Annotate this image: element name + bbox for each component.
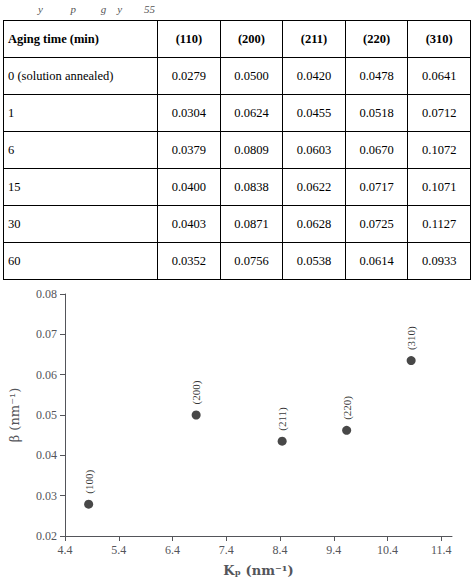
svg-text:(211): (211) [276, 407, 289, 431]
html-text:30: 30 [8, 216, 21, 231]
svg-text:(200): (200) [190, 380, 203, 404]
svg-text:(100): (100) [83, 469, 96, 493]
html-text:60: 60 [8, 253, 21, 268]
html-text:0.0641: 0.0641 [422, 68, 457, 83]
html-text:0.0518: 0.0518 [359, 105, 394, 120]
html-text:0.0871: 0.0871 [234, 216, 269, 231]
html-text:1: 1 [8, 105, 15, 120]
html-text:(200): (200) [237, 31, 265, 46]
html-text:0.0838: 0.0838 [234, 179, 269, 194]
svg-text:0.08: 0.08 [36, 287, 57, 301]
html-text:0.0400: 0.0400 [171, 179, 207, 194]
html-text:0.0712: 0.0712 [422, 105, 457, 120]
html-text:0.0670: 0.0670 [359, 142, 394, 157]
html-text:(211): (211) [300, 31, 328, 46]
html-text:0.0756: 0.0756 [234, 253, 269, 268]
svg-text:11.4: 11.4 [431, 543, 452, 557]
html-text:Aging time (min): Aging time (min) [8, 31, 99, 46]
html-text:0.0478: 0.0478 [359, 68, 394, 83]
html-text:0.0614: 0.0614 [359, 253, 394, 268]
html-text:0.1071: 0.1071 [422, 179, 457, 194]
svg-text:0.07: 0.07 [36, 327, 57, 341]
html-text:0.0500: 0.0500 [234, 68, 269, 83]
html-text:0.0624: 0.0624 [234, 105, 269, 120]
svg-text:Kₚ (nm⁻¹): Kₚ (nm⁻¹) [223, 563, 293, 578]
html-text:0.0279: 0.0279 [171, 68, 207, 83]
svg-text:5.4: 5.4 [111, 543, 126, 557]
svg-text:(310): (310) [405, 326, 418, 350]
html-text:(220): (220) [363, 31, 391, 46]
svg-text:0.04: 0.04 [36, 448, 57, 462]
html-text:0.0725: 0.0725 [359, 216, 394, 231]
html-text:0.0809: 0.0809 [234, 142, 269, 157]
html-text:(110): (110) [175, 31, 203, 46]
html-text:0.1127: 0.1127 [422, 216, 457, 231]
svg-text:β (nm⁻¹): β (nm⁻¹) [7, 388, 22, 443]
svg-text:7.4: 7.4 [219, 543, 234, 557]
html-text:0.0933: 0.0933 [422, 253, 457, 268]
svg-text:4.4: 4.4 [58, 543, 73, 557]
html-text:(310): (310) [425, 31, 453, 46]
svg-text:9.4: 9.4 [326, 543, 341, 557]
svg-text:0.02: 0.02 [36, 529, 57, 543]
html-text:0.0628: 0.0628 [296, 216, 332, 231]
svg-text:0.05: 0.05 [36, 408, 57, 422]
html-text:0.0538: 0.0538 [296, 253, 332, 268]
html-text:0.0420: 0.0420 [296, 68, 332, 83]
svg-text:(220): (220) [341, 396, 354, 420]
svg-text:8.4: 8.4 [273, 543, 288, 557]
html-text:0 (solution annealed): 0 (solution annealed) [8, 68, 114, 83]
html-text:0.0352: 0.0352 [171, 253, 207, 268]
html-text:0.1072: 0.1072 [422, 142, 457, 157]
svg-text:0.03: 0.03 [36, 489, 57, 503]
html-text:0.0304: 0.0304 [171, 105, 207, 120]
svg-text:0.06: 0.06 [36, 368, 57, 382]
html-text:0.0403: 0.0403 [171, 216, 207, 231]
html-text:0.0717: 0.0717 [359, 179, 394, 194]
html-text:6: 6 [8, 142, 15, 157]
html-text:15: 15 [8, 179, 21, 194]
svg-text:6.4: 6.4 [165, 543, 180, 557]
html-text:0.0379: 0.0379 [171, 142, 207, 157]
html-text:0.0455: 0.0455 [296, 105, 332, 120]
svg-text:10.4: 10.4 [377, 543, 398, 557]
html-text:0.0622: 0.0622 [296, 179, 332, 194]
html-text:y p g y 55: y p g y 55 [38, 3, 155, 15]
html-text:0.0603: 0.0603 [296, 142, 332, 157]
